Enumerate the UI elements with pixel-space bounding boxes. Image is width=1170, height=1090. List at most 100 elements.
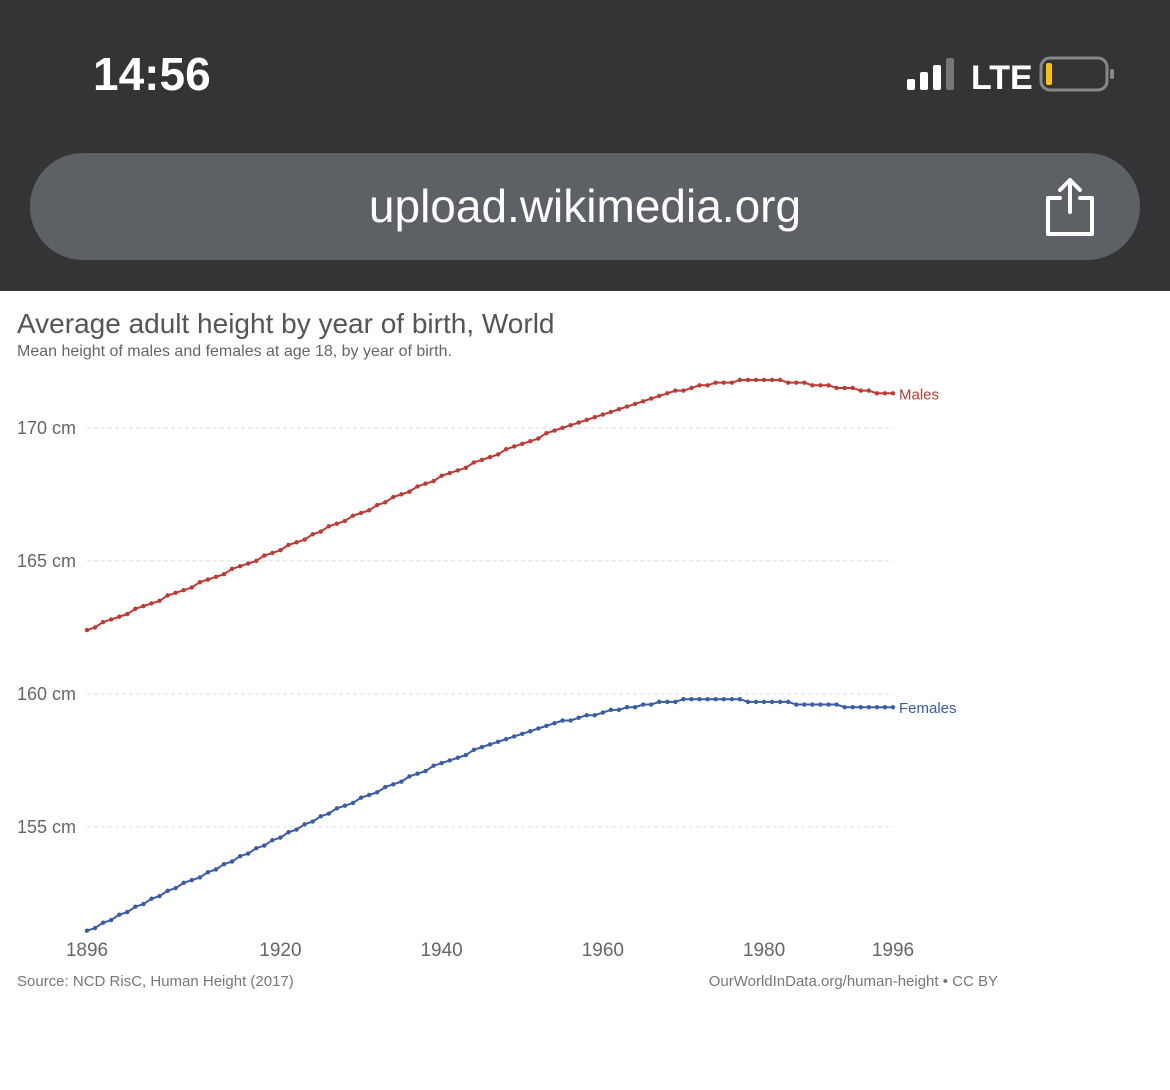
y-tick-label: 170 cm — [17, 418, 76, 438]
data-point — [133, 606, 138, 611]
data-point — [890, 391, 896, 396]
data-point — [181, 880, 186, 885]
data-point — [383, 784, 388, 790]
data-point — [399, 779, 404, 784]
x-tick-label: 1996 — [872, 940, 914, 961]
data-point — [689, 697, 694, 702]
data-point — [511, 444, 517, 449]
data-point — [407, 489, 412, 494]
series-label: Males — [899, 386, 939, 403]
data-point — [157, 598, 162, 603]
data-point — [173, 590, 178, 596]
data-point — [237, 564, 243, 569]
data-point — [189, 585, 194, 590]
data-point — [834, 385, 839, 391]
x-tick-label: 1896 — [66, 940, 108, 961]
data-point — [415, 771, 420, 776]
data-point — [882, 391, 888, 396]
data-point — [544, 430, 549, 436]
data-point — [600, 412, 606, 417]
data-point — [431, 478, 436, 484]
url-text[interactable]: upload.wikimedia.org — [369, 180, 801, 232]
data-point — [608, 707, 614, 713]
data-point — [302, 822, 307, 827]
data-point — [882, 705, 888, 710]
data-point — [665, 391, 670, 396]
data-point — [213, 867, 219, 872]
data-point — [858, 705, 863, 710]
network-type: LTE — [971, 59, 1033, 97]
data-point — [777, 699, 783, 705]
data-point — [874, 705, 880, 710]
data-point — [141, 603, 146, 609]
data-point — [786, 380, 791, 385]
data-point — [544, 723, 549, 729]
data-point — [568, 718, 573, 723]
data-point — [632, 401, 638, 407]
data-point — [810, 383, 815, 388]
data-point — [246, 561, 251, 566]
data-point — [713, 697, 718, 702]
data-point — [100, 619, 106, 625]
share-button[interactable] — [1046, 178, 1094, 236]
y-tick-label: 165 cm — [17, 551, 76, 571]
data-point — [213, 574, 219, 580]
data-point — [374, 790, 380, 795]
data-point — [125, 611, 130, 617]
data-point — [608, 409, 614, 415]
data-point — [568, 423, 573, 428]
data-point — [262, 553, 267, 558]
data-point — [350, 513, 356, 518]
data-point — [487, 742, 493, 747]
data-point — [520, 731, 525, 737]
data-point — [769, 699, 775, 705]
url-bar[interactable] — [30, 153, 1140, 260]
data-point — [681, 697, 686, 702]
data-point — [624, 404, 630, 409]
data-point — [415, 484, 420, 489]
data-point — [125, 909, 130, 915]
data-point — [769, 377, 775, 383]
data-point — [842, 385, 847, 391]
data-point — [503, 446, 509, 452]
data-point — [511, 734, 517, 739]
source-note: Source: NCD RisC, Human Height (2017) — [17, 973, 294, 990]
data-point — [794, 380, 799, 385]
data-point — [528, 438, 533, 444]
data-point — [592, 415, 597, 420]
data-point — [874, 391, 880, 396]
data-point — [157, 893, 162, 899]
data-point — [576, 715, 581, 721]
data-point — [237, 853, 243, 859]
data-point — [689, 385, 694, 391]
data-point — [536, 436, 541, 441]
data-point — [495, 739, 501, 744]
data-point — [391, 782, 396, 787]
data-point — [173, 885, 178, 891]
data-point — [866, 705, 872, 710]
data-point — [205, 869, 211, 875]
data-point — [818, 702, 823, 707]
battery-icon — [1039, 56, 1114, 92]
data-point — [753, 699, 759, 705]
data-point — [149, 601, 154, 606]
data-point — [729, 697, 734, 702]
data-point — [520, 441, 525, 447]
data-point — [431, 763, 436, 768]
data-point — [270, 838, 275, 843]
data-point — [503, 736, 509, 742]
data-point — [657, 699, 662, 705]
data-point — [826, 383, 831, 388]
data-point — [294, 827, 299, 832]
data-point — [495, 452, 501, 457]
data-point — [737, 377, 743, 383]
data-point — [528, 728, 533, 734]
data-point — [108, 617, 114, 622]
data-point — [802, 380, 807, 385]
data-point — [229, 859, 235, 864]
data-point — [302, 537, 307, 542]
data-point — [560, 425, 565, 431]
chart-title: Average adult height by year of birth, W… — [17, 308, 555, 339]
data-point — [826, 702, 831, 707]
